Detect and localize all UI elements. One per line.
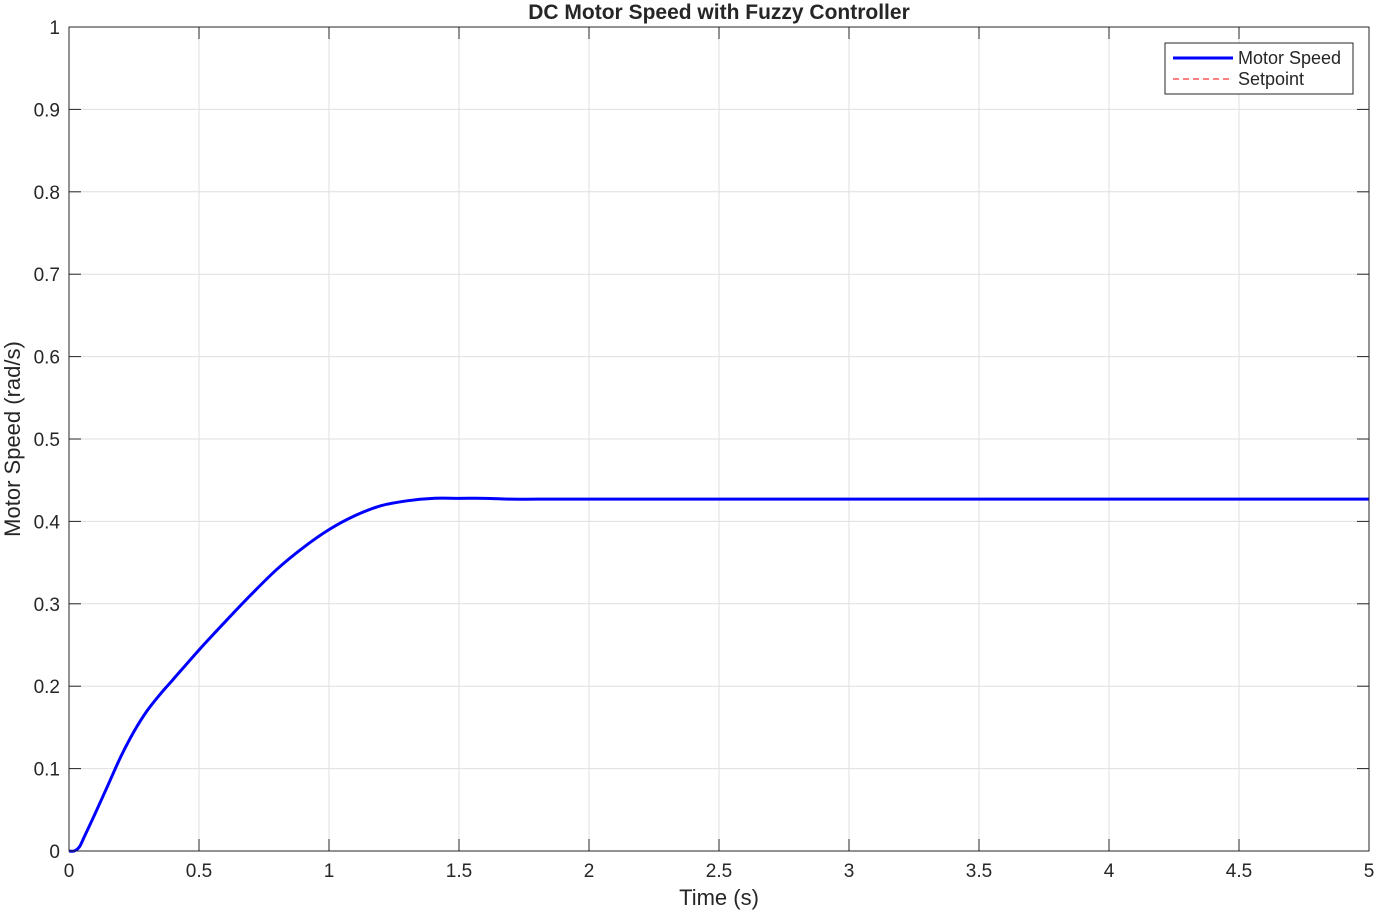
chart-title: DC Motor Speed with Fuzzy Controller — [528, 1, 910, 24]
y-tick-label: 0.1 — [34, 760, 60, 781]
y-tick-label: 0.2 — [34, 677, 60, 698]
y-tick-label: 0.7 — [34, 265, 60, 286]
x-tick-label: 1.5 — [446, 861, 472, 882]
x-tick-label: 5 — [1364, 861, 1375, 882]
legend-label-motor-speed: Motor Speed — [1238, 48, 1341, 68]
grid — [68, 26, 1370, 852]
x-tick-label: 4.5 — [1226, 861, 1252, 882]
y-tick-label: 0.8 — [34, 183, 60, 204]
y-tick-label: 0.9 — [34, 100, 60, 121]
x-tick-label: 4 — [1104, 861, 1115, 882]
y-tick-label: 0 — [49, 842, 60, 863]
x-tick-label: 2 — [584, 861, 595, 882]
x-tick-label: 3 — [844, 861, 855, 882]
y-tick-label: 0.3 — [34, 595, 60, 616]
y-tick-label: 1 — [49, 18, 60, 39]
x-axis-label: Time (s) — [679, 885, 759, 910]
y-axis-label: Motor Speed (rad/s) — [0, 341, 25, 537]
legend-label-setpoint: Setpoint — [1238, 69, 1304, 89]
x-tick-label: 3.5 — [966, 861, 992, 882]
y-tick-label: 0.4 — [34, 512, 61, 533]
y-tick-label: 0.6 — [34, 348, 60, 369]
x-tick-label: 0 — [64, 861, 75, 882]
y-tick-label: 0.5 — [34, 430, 60, 451]
x-tick-label: 1 — [324, 861, 335, 882]
motor-speed-line — [68, 496, 1369, 853]
axis-ticks: 0 0.5 1 1.5 2 2.5 3 3.5 4 4.5 5 0 0.1 0.2 0.3 0.4 0.5 0.6… — [34, 18, 1375, 882]
x-tick-label: 0.5 — [186, 861, 212, 882]
x-tick-label: 2.5 — [706, 861, 732, 882]
legend-box — [1164, 42, 1354, 95]
